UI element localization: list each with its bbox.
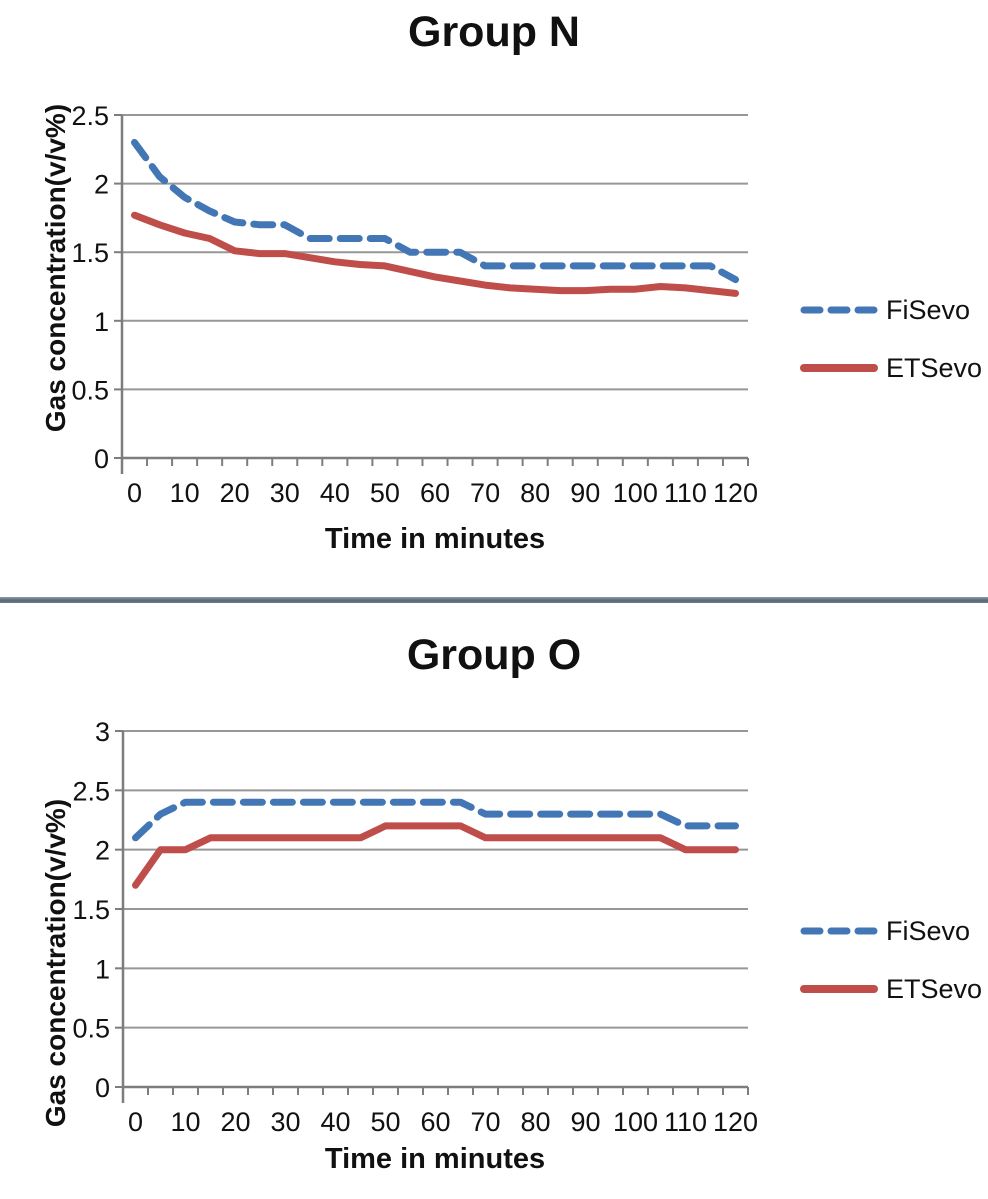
x-tick-label: 10	[170, 1107, 200, 1137]
chart-title-group-o: Group O	[406, 631, 582, 679]
x-tick-label: 100	[613, 1107, 658, 1137]
etsevo-solid-line-swatch	[800, 985, 878, 993]
series-line-fisevo	[131, 138, 739, 284]
x-tick-label: 50	[370, 1107, 400, 1137]
y-tick-label: 0	[95, 1073, 110, 1103]
y-tick-label: 2.5	[71, 101, 109, 131]
x-tick-label: 120	[713, 1107, 758, 1137]
group-o-plot-area: 00.511.522.530 10 20 30 40 50 60 70 80 90 100 110 12…	[72, 717, 758, 1137]
x-tick-label: 100	[613, 478, 658, 508]
x-tick-label: 20	[220, 1107, 250, 1137]
legend: FiSevo ETSevo	[799, 294, 985, 412]
x-tick-label: 60	[420, 478, 450, 508]
x-axis-label: Time in minutes	[324, 523, 546, 555]
group-o-chart-panel: 0 0.5 1 1.5 2 2.5 3 0 10 20 30 40 50 60 70 80 90 100 110 12…	[0, 603, 988, 1199]
x-tick-label: 0	[127, 478, 142, 508]
x-tick-label: 120	[713, 478, 758, 508]
y-tick-label: 1.5	[71, 238, 109, 268]
group-n-plot-area: 0 0.5 1 1.5 2 2.5 0 10 20 30 40 50 60 70 80 90 100 110 120	[71, 101, 758, 508]
etsevo-solid-line-swatch	[800, 364, 878, 372]
x-tick-label: 60	[420, 1107, 450, 1137]
y-tick-label: 2.5	[72, 776, 110, 806]
x-tick-label: 20	[220, 478, 250, 508]
series-line-etsevo	[132, 822, 739, 889]
y-tick-label: 2	[95, 836, 110, 866]
y-tick-label: 1.5	[72, 895, 110, 925]
y-tick-label: 0.5	[71, 375, 109, 405]
panel-separator-line	[0, 597, 988, 603]
legend-label-etsevo: ETSevo	[886, 973, 983, 1004]
x-tick-label: 110	[664, 1107, 707, 1137]
y-tick-label: 3	[95, 717, 110, 747]
y-tick-label: 1	[94, 307, 109, 337]
legend-item-fisevo: FiSevo	[799, 915, 985, 946]
x-tick-label: 40	[320, 478, 350, 508]
y-tick-label: 1	[95, 954, 110, 984]
y-axis-label: Gas concentration(v/v%)	[40, 798, 71, 1128]
x-tick-label: 70	[470, 478, 500, 508]
legend: FiSevo ETSevo	[799, 915, 985, 1033]
x-tick-label: 80	[520, 1107, 550, 1137]
x-tick-label: 50	[370, 478, 400, 508]
x-tick-label: 90	[570, 1107, 600, 1137]
y-tick-label: 2	[94, 170, 109, 200]
x-tick-label: 70	[470, 1107, 500, 1137]
x-tick-label: 30	[270, 478, 300, 508]
series-line-etsevo	[131, 211, 739, 297]
legend-item-etsevo: ETSevo	[799, 352, 985, 383]
legend-item-etsevo: ETSevo	[799, 973, 985, 1004]
y-axis-label: Gas concentration(v/v%)	[40, 103, 71, 433]
x-tick-label: 30	[270, 1107, 300, 1137]
x-axis-label: Time in minutes	[324, 1143, 546, 1175]
x-tick-label: 10	[170, 478, 200, 508]
legend-label-fisevo: FiSevo	[886, 294, 971, 325]
series-line-fisevo	[132, 798, 739, 842]
legend-item-fisevo: FiSevo	[799, 294, 985, 325]
group-n-chart-panel: 0 0.5 1 1.5 2 2.5 0 10 20 30 40 50 60 70 80 90 100 110 120…	[0, 0, 988, 597]
fisevo-dashed-line-swatch	[800, 306, 878, 314]
legend-label-etsevo: ETSevo	[886, 352, 983, 383]
x-tick-label: 80	[520, 478, 550, 508]
y-tick-label: 0	[94, 444, 109, 474]
fisevo-dashed-line-swatch	[800, 927, 878, 935]
legend-label-fisevo: FiSevo	[886, 915, 971, 946]
x-tick-label: 40	[320, 1107, 350, 1137]
y-tick-label: 0.5	[72, 1014, 110, 1044]
x-tick-label: 110	[664, 478, 707, 508]
chart-title-group-n: Group N	[408, 8, 580, 56]
x-tick-label: 0	[128, 1107, 143, 1137]
x-tick-label: 90	[570, 478, 600, 508]
